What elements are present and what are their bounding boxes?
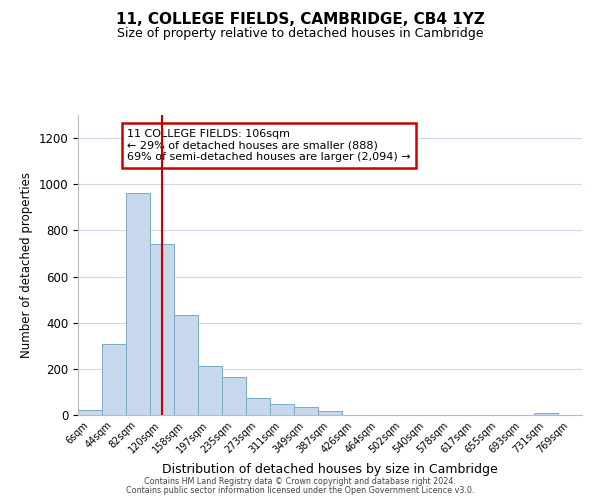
Text: 11 COLLEGE FIELDS: 106sqm
← 29% of detached houses are smaller (888)
69% of semi: 11 COLLEGE FIELDS: 106sqm ← 29% of detac… xyxy=(127,129,411,162)
Y-axis label: Number of detached properties: Number of detached properties xyxy=(20,172,33,358)
Bar xyxy=(126,194,150,415)
Bar xyxy=(294,407,318,415)
Bar xyxy=(198,366,222,415)
Bar xyxy=(318,411,342,415)
Text: 11, COLLEGE FIELDS, CAMBRIDGE, CB4 1YZ: 11, COLLEGE FIELDS, CAMBRIDGE, CB4 1YZ xyxy=(116,12,484,28)
Bar xyxy=(270,404,294,415)
Bar xyxy=(534,412,558,415)
Bar xyxy=(150,244,174,415)
Text: Size of property relative to detached houses in Cambridge: Size of property relative to detached ho… xyxy=(117,28,483,40)
Bar xyxy=(78,410,102,415)
Bar xyxy=(222,378,246,415)
Bar xyxy=(102,344,126,415)
Text: Contains HM Land Registry data © Crown copyright and database right 2024.: Contains HM Land Registry data © Crown c… xyxy=(144,477,456,486)
Bar xyxy=(246,398,270,415)
X-axis label: Distribution of detached houses by size in Cambridge: Distribution of detached houses by size … xyxy=(162,463,498,476)
Text: Contains public sector information licensed under the Open Government Licence v3: Contains public sector information licen… xyxy=(126,486,474,495)
Bar xyxy=(174,316,198,415)
